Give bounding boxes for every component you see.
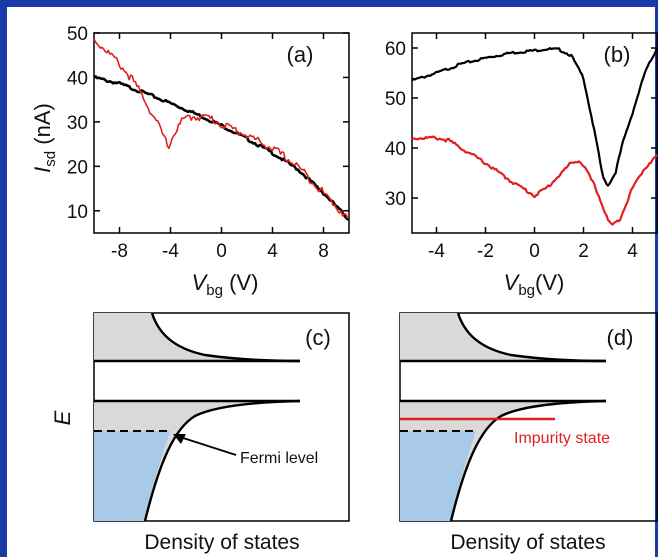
- x-axis-unit: (V): [535, 270, 564, 295]
- panel-c: Fermi level (c) E Density of states: [50, 312, 350, 554]
- y-axis-subscript: sd: [42, 151, 59, 167]
- x-tick-label: -4: [428, 241, 445, 262]
- fermi-arrow: [179, 436, 237, 456]
- impurity-state-label: Impurity state: [514, 430, 610, 447]
- x-tick-label: 8: [318, 241, 329, 262]
- y-tick-label: 30: [385, 189, 406, 210]
- black-data-curve: [411, 46, 658, 187]
- valence-band-edge: [449, 399, 607, 522]
- black-data-curve: [93, 75, 350, 221]
- x-tick-label: 0: [529, 241, 540, 262]
- x-tick-label: 0: [216, 241, 227, 262]
- x-tick-label: 4: [267, 241, 278, 262]
- y-tick-label: 10: [67, 202, 88, 223]
- y-tick-label: 40: [385, 139, 406, 160]
- conduction-band-fill: [400, 313, 606, 361]
- x-tick-label: -2: [477, 241, 494, 262]
- y-axis-unit: (nA): [30, 103, 55, 151]
- y-tick-label: 50: [385, 89, 406, 110]
- x-tick-label: 2: [578, 241, 589, 262]
- energy-axis-label: E: [50, 410, 75, 425]
- fermi-level-label: Fermi level: [240, 450, 318, 467]
- x-axis-symbol: V: [504, 270, 521, 295]
- red-data-curve: [411, 135, 658, 226]
- x-axis-subscript: bg: [518, 282, 535, 299]
- y-axis-symbol: I: [30, 167, 55, 173]
- panel-label-d: (d): [607, 325, 634, 350]
- y-tick-label: 60: [385, 39, 406, 60]
- panel-b: -4 -2 0 2 4 30 40 50 60 (b) Vbg(V): [385, 32, 658, 299]
- y-axis-label-a: Isd (nA): [30, 103, 59, 173]
- panel-label-b: (b): [604, 42, 631, 67]
- panel-label-c: (c): [305, 325, 331, 350]
- y-tick-label: 30: [67, 113, 88, 134]
- x-axis-unit: (V): [223, 270, 258, 295]
- x-axis-label-c: Density of states: [144, 531, 299, 554]
- x-axis-symbol: V: [192, 270, 209, 295]
- x-tick-label: 4: [627, 241, 638, 262]
- filled-states: [400, 431, 476, 521]
- x-axis-label-a: Vbg (V): [192, 270, 259, 299]
- filled-states: [94, 431, 170, 521]
- y-tick-label: 40: [67, 68, 88, 89]
- valence-band-edge: [143, 399, 301, 522]
- conduction-band-fill: [94, 313, 300, 361]
- red-data-curve: [93, 38, 350, 219]
- x-tick-label: -4: [162, 241, 179, 262]
- x-axis-label-d: Density of states: [450, 531, 605, 554]
- x-tick-label: -8: [111, 241, 128, 262]
- x-axis-label-b: Vbg(V): [504, 270, 565, 299]
- y-tick-label: 50: [67, 24, 88, 45]
- x-axis-subscript: bg: [206, 282, 223, 299]
- panel-d: Impurity state (d) Density of states: [399, 312, 658, 554]
- panel-label-a: (a): [287, 42, 314, 67]
- panel-a: -8 -4 0 4 8 10 20 30 40 50 (a) Isd (nA) Vbg (V): [30, 24, 350, 299]
- y-tick-label: 20: [67, 157, 88, 178]
- fermi-arrowhead: [173, 434, 186, 444]
